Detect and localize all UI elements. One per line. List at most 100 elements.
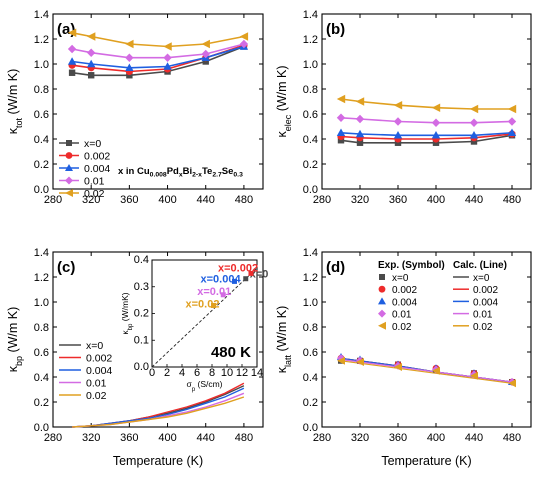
inset-x-tick-label: 12	[236, 367, 248, 379]
data-point	[68, 69, 76, 76]
y-tick-label: 0.8	[34, 84, 49, 96]
panel-b: 280 320 360 400 440 480 0.0 0.2 0.4 0.6 0.8 1.0 1.2 1…	[275, 9, 532, 206]
inset-point-label: x=0.002	[218, 262, 258, 274]
y-tick-label: 1.0	[303, 297, 318, 309]
y-tick-label: 1.2	[34, 272, 49, 284]
legend-entry-calc: 0.02	[473, 322, 493, 333]
y-tick-label: 1.2	[34, 34, 49, 46]
x-tick-label: 280	[44, 194, 62, 206]
formula-subscript: x	[179, 172, 183, 179]
legend-marker	[66, 140, 72, 146]
x-tick-label: 400	[158, 194, 176, 206]
inset-frame	[151, 259, 258, 368]
legend-entry: 0.002	[84, 151, 110, 163]
y-tick-label: 0.2	[303, 397, 318, 409]
x-tick-label: 360	[389, 194, 407, 206]
formula-text: Te	[202, 166, 212, 177]
axis-label-unit: (W/m K)	[275, 65, 289, 114]
inset-data-point	[220, 292, 226, 298]
data-point	[507, 104, 517, 114]
panel-d: 280 320 360 400 440 480 0.0 0.2 0.4 0.6 0.8 1.0 1.2 1…	[275, 247, 532, 468]
panel-a: 280 320 360 400 440 480 0.0 0.2 0.4 0.6 0.8 1.0 1.2 1…	[6, 9, 264, 206]
y-axis-label: κbp (W/m K)	[6, 307, 24, 373]
legend-entry-calc: x=0	[473, 273, 490, 284]
y-tick-label: 0.0	[303, 184, 318, 196]
axis-label-subscript: bp	[14, 356, 24, 366]
data-point	[201, 49, 210, 59]
series-line	[340, 132, 513, 137]
inset-data-point	[211, 302, 216, 308]
legend-marker	[378, 321, 386, 330]
data-point	[432, 139, 440, 146]
y-tick-label: 0.6	[303, 347, 318, 359]
formula-subscript: 2-x	[192, 172, 202, 179]
y-tick-label: 1.0	[34, 297, 49, 309]
x-tick-label: 360	[120, 432, 138, 444]
x-tick-label: 320	[82, 432, 100, 444]
inset-data-point	[232, 278, 237, 284]
data-point	[469, 118, 479, 127]
data-point	[393, 117, 403, 126]
y-axis-label: κlatt (W/m K)	[275, 306, 293, 374]
inset-x-tick-label: 6	[194, 367, 200, 379]
axis-label-main: κ	[275, 366, 289, 373]
data-point	[126, 72, 133, 79]
data-point	[431, 103, 441, 112]
legend-marker	[379, 274, 385, 280]
x-tick-label: 360	[389, 432, 407, 444]
formula-text: x in Cu	[118, 166, 150, 177]
legend-entry: 0.002	[86, 353, 112, 365]
inset-point-label: x=0.004	[201, 273, 242, 285]
x-tick-label: 320	[82, 194, 100, 206]
data-point	[67, 57, 77, 65]
y-tick-label: 0.0	[34, 422, 49, 434]
formula-text: Pd	[167, 166, 179, 177]
y-tick-label: 0.6	[34, 347, 49, 359]
inset-point-label: x=0.01	[197, 286, 231, 298]
inset-y-tick-label: 0.3	[134, 281, 149, 293]
exp-point	[356, 358, 364, 366]
data-point	[125, 63, 134, 71]
legend-entry: 0.01	[84, 176, 105, 188]
data-point	[470, 138, 478, 145]
x-tick-label: 440	[197, 432, 215, 444]
legend-marker	[65, 189, 73, 197]
y-tick-label: 0.6	[34, 109, 49, 121]
data-point	[67, 28, 77, 37]
inset-point-label: x=0	[250, 269, 269, 281]
inset-chart: 0 2 4 6 8 10 12 140.00.10.20.30.4x=0x=0.002x=0.…	[120, 254, 268, 393]
x-tick-label: 480	[503, 432, 521, 444]
x-axis-label: Temperature (K)	[113, 454, 203, 468]
legend-entry-exp: 0.01	[392, 310, 412, 321]
formula-subscript: 0.3	[233, 172, 243, 179]
exp-point	[432, 366, 440, 375]
plot-frame	[321, 251, 532, 428]
axis-label-main: κ	[120, 330, 130, 335]
legend-entry: 0.02	[86, 390, 107, 402]
series-line	[72, 396, 245, 428]
inset-x-tick-label: 0	[149, 367, 155, 379]
y-tick-label: 1.2	[303, 272, 318, 284]
legend-header-calc: Calc. (Line)	[453, 260, 507, 271]
x-tick-label: 400	[427, 194, 445, 206]
legend-entry: 0.02	[84, 188, 105, 200]
formula-subscript: 0.008	[150, 172, 167, 179]
y-axis-label: κtot (W/m K)	[6, 69, 24, 135]
data-point	[67, 44, 77, 54]
axis-label-subscript: bp	[127, 323, 134, 330]
x-tick-label: 480	[235, 194, 253, 206]
inset-y-tick-label: 0.4	[134, 254, 149, 266]
data-point	[86, 48, 96, 57]
y-tick-label: 1.4	[303, 9, 318, 21]
data-point	[431, 118, 441, 127]
data-point	[87, 72, 95, 79]
panel-label: (d)	[326, 259, 345, 276]
y-tick-label: 0.4	[34, 372, 49, 384]
data-point	[393, 131, 403, 139]
legend-entry: 0.01	[86, 378, 107, 390]
legend-entry-exp: 0.002	[392, 285, 417, 296]
inset-point-label: x=0.02	[186, 298, 220, 310]
x-tick-label: 440	[465, 432, 483, 444]
legend-entry-exp: 0.02	[392, 322, 412, 333]
exp-point	[470, 371, 478, 380]
